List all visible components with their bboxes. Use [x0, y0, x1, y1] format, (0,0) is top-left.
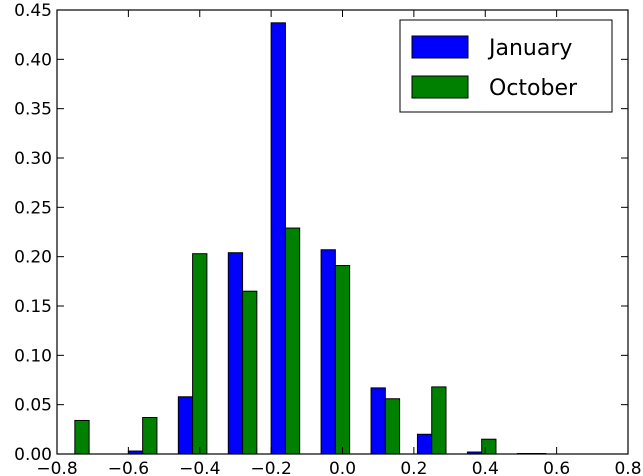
bar-october-16: [481, 438, 497, 455]
legend-label-october: October: [489, 76, 578, 101]
x-tick-label: −0.6: [108, 459, 149, 476]
x-tick-label: 0.2: [400, 459, 427, 476]
x-tick-label: 0.4: [472, 459, 499, 476]
x-tick-label: −0.2: [250, 459, 291, 476]
x-tick-label: 0.6: [543, 459, 570, 476]
y-tick-label: 0.10: [14, 346, 52, 366]
bar-january-3: [177, 396, 194, 455]
legend-swatch-october: [411, 75, 469, 99]
bars-layer: [74, 22, 547, 455]
y-tick-label: 0.20: [14, 248, 52, 268]
legend-label-january: January: [487, 36, 572, 61]
y-tick-label: 0.35: [14, 100, 52, 120]
legend-swatch-january: [411, 35, 469, 59]
plot-frame: [56, 9, 629, 455]
legend: January October: [399, 19, 613, 113]
x-tick-label: −0.8: [36, 459, 77, 476]
bar-january-5: [227, 252, 244, 455]
bar-january-13: [416, 433, 433, 455]
bar-october-12: [384, 398, 401, 455]
x-tick-label: −0.4: [179, 459, 220, 476]
bar-january-9: [320, 249, 336, 455]
tick-labels-layer: −0.8 −0.6 −0.4 −0.2 0.0 0.2 0.4 0.6 0.8 0.00 0.05 0…: [14, 1, 641, 476]
y-tick-label: 0.40: [14, 50, 52, 70]
bar-october-8: [284, 227, 301, 455]
y-tick-label: 0.25: [14, 198, 52, 218]
bar-october-2: [142, 416, 158, 455]
y-tick-label: 0.15: [14, 297, 52, 317]
y-tick-label: 0.30: [14, 149, 52, 169]
bar-january-7: [270, 22, 286, 455]
bar-january-11: [370, 387, 386, 455]
y-tick-label: 0.00: [14, 445, 52, 465]
bar-october-0: [74, 419, 90, 455]
bar-october-14: [431, 386, 447, 455]
y-tick-label: 0.45: [14, 1, 52, 21]
x-tick-label: 0.0: [329, 459, 356, 476]
bar-october-6: [242, 290, 258, 455]
bar-october-10: [334, 265, 351, 455]
y-tick-label: 0.05: [14, 396, 52, 416]
x-tick-label: 0.8: [614, 459, 641, 476]
bar-october-4: [192, 253, 208, 455]
